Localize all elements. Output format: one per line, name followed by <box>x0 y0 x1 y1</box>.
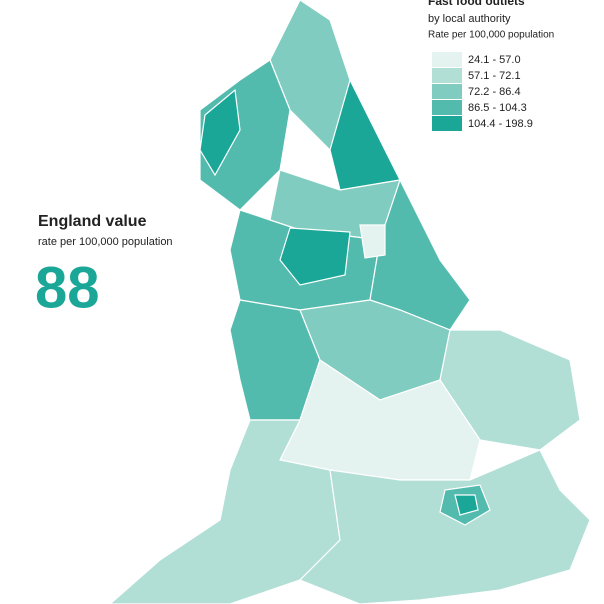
summary-title: England value <box>38 213 147 230</box>
region <box>359 224 386 259</box>
legend-swatch <box>432 68 462 83</box>
region <box>199 59 291 211</box>
summary-subtitle: rate per 100,000 population <box>38 236 173 248</box>
legend-label: 72.2 - 86.4 <box>468 86 521 98</box>
summary-value: 88 <box>35 255 100 320</box>
region <box>279 227 351 286</box>
legend-swatch <box>432 52 462 67</box>
legend-label: 104.4 - 198.9 <box>468 118 533 130</box>
region <box>454 494 479 516</box>
legend-title: Fast food outlets <box>428 0 525 8</box>
legend-label: 86.5 - 104.3 <box>468 102 527 114</box>
legend-note: Rate per 100,000 population <box>428 30 554 41</box>
region <box>298 449 591 604</box>
legend-label: 24.1 - 57.0 <box>468 54 521 66</box>
regions <box>109 0 591 604</box>
legend-swatch <box>432 100 462 115</box>
legend-swatch <box>432 84 462 99</box>
region <box>199 88 241 177</box>
legend-subtitle: by local authority <box>428 13 511 25</box>
legend: 24.1 - 57.0 57.1 - 72.1 72.2 - 86.4 86.5 - … <box>432 52 533 131</box>
legend-swatch <box>432 116 462 131</box>
legend-label: 57.1 - 72.1 <box>468 70 521 82</box>
region <box>109 419 341 604</box>
